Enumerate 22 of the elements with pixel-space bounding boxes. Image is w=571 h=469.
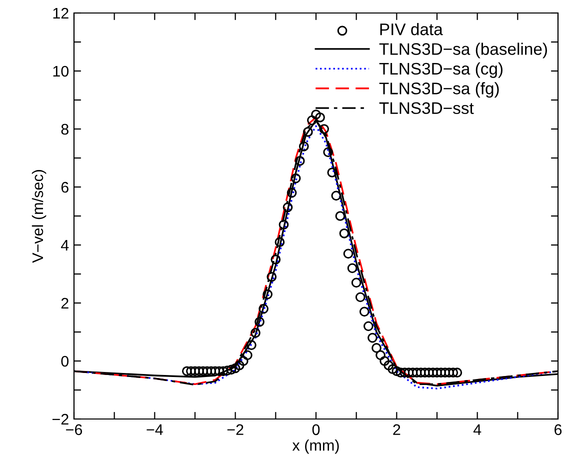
- y-tick-label: 6: [61, 182, 68, 193]
- x-tick-label: −6: [66, 424, 82, 436]
- legend-label: PIV data: [380, 23, 443, 36]
- legend-label: TLNS3D−sa (fg): [379, 82, 499, 98]
- x-tick-label: −4: [146, 424, 163, 435]
- legend-label: TLNS3D−sst: [379, 102, 474, 114]
- y-tick-label: 2: [61, 298, 68, 309]
- y-tick-label: 0: [61, 356, 69, 367]
- y-tick-label: 8: [61, 124, 68, 135]
- x-tick-label: 2: [393, 424, 400, 435]
- y-tick-label: −2: [52, 414, 68, 425]
- x-tick-label: −2: [227, 424, 244, 435]
- y-axis-title: V−vel (m/sec): [32, 170, 46, 263]
- legend-label: TLNS3D−sa (cg): [379, 62, 502, 78]
- x-tick-label: 0: [312, 424, 320, 436]
- x-axis-title: x (mm): [292, 439, 339, 454]
- x-tick-label: 6: [554, 424, 562, 436]
- y-tick-label: 4: [60, 240, 69, 251]
- y-tick-label: 12: [53, 8, 68, 19]
- x-tick-label: 4: [473, 424, 482, 435]
- y-tick-label: 10: [53, 66, 69, 77]
- legend-label: TLNS3D−sa (baseline): [379, 42, 547, 58]
